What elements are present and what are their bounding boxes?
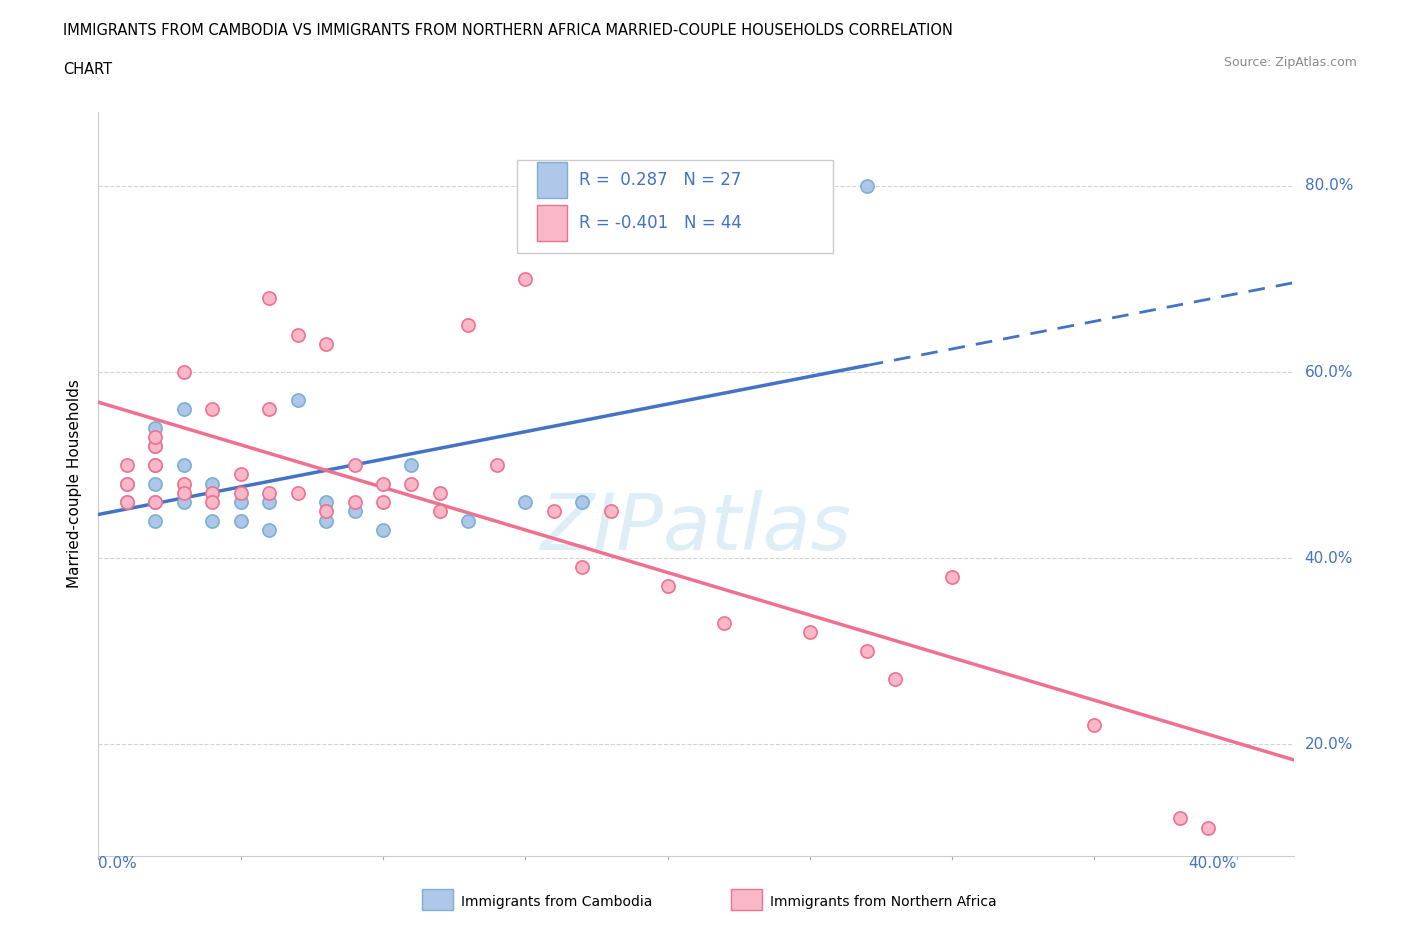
Point <box>941 569 963 584</box>
Point <box>143 495 166 510</box>
Text: 80.0%: 80.0% <box>1305 179 1353 193</box>
Text: Source: ZipAtlas.com: Source: ZipAtlas.com <box>1223 56 1357 69</box>
Text: CHART: CHART <box>63 62 112 77</box>
Point <box>173 495 195 510</box>
Point <box>485 458 508 472</box>
Point <box>115 476 138 491</box>
Point <box>115 458 138 472</box>
Text: 40.0%: 40.0% <box>1188 856 1237 870</box>
Point <box>143 420 166 435</box>
Point <box>713 616 735 631</box>
Point <box>371 476 394 491</box>
Point <box>429 485 451 500</box>
Point <box>115 495 138 510</box>
Point <box>201 495 224 510</box>
Point <box>657 578 679 593</box>
Point <box>115 476 138 491</box>
Point <box>173 485 195 500</box>
Point <box>855 644 877 658</box>
Point <box>315 337 337 352</box>
Bar <box>537 162 567 198</box>
Text: ZIPatlas: ZIPatlas <box>540 490 852 566</box>
Point <box>143 439 166 454</box>
Point <box>315 504 337 519</box>
Point <box>201 513 224 528</box>
Point <box>173 365 195 379</box>
Point <box>343 504 366 519</box>
Point <box>315 513 337 528</box>
Point <box>173 458 195 472</box>
Text: Immigrants from Cambodia: Immigrants from Cambodia <box>461 895 652 910</box>
Point <box>543 504 565 519</box>
Point <box>343 495 366 510</box>
Point <box>287 485 309 500</box>
Point <box>201 402 224 417</box>
Text: Immigrants from Northern Africa: Immigrants from Northern Africa <box>770 895 997 910</box>
Point <box>257 495 280 510</box>
Point <box>571 495 593 510</box>
Point <box>201 476 224 491</box>
Y-axis label: Married-couple Households: Married-couple Households <box>67 379 83 588</box>
Text: 40.0%: 40.0% <box>1305 551 1353 565</box>
Point <box>201 485 224 500</box>
Point <box>799 625 821 640</box>
Point <box>229 467 252 482</box>
Point <box>229 495 252 510</box>
Point <box>143 513 166 528</box>
Point <box>855 179 877 193</box>
Point <box>287 392 309 407</box>
Point <box>229 513 252 528</box>
Point <box>257 290 280 305</box>
Point <box>371 523 394 538</box>
Point <box>884 671 907 686</box>
Point <box>143 476 166 491</box>
Point <box>287 327 309 342</box>
Point <box>401 476 423 491</box>
Text: 20.0%: 20.0% <box>1305 737 1353 751</box>
Text: 60.0%: 60.0% <box>1305 365 1353 379</box>
Point <box>1083 718 1105 733</box>
Point <box>173 402 195 417</box>
FancyBboxPatch shape <box>517 160 834 253</box>
Point <box>343 458 366 472</box>
Point <box>1197 820 1219 835</box>
Point <box>257 485 280 500</box>
Point <box>515 495 537 510</box>
Point <box>173 476 195 491</box>
Bar <box>537 205 567 241</box>
Point <box>143 439 166 454</box>
Point <box>515 272 537 286</box>
Point <box>143 458 166 472</box>
Point <box>401 458 423 472</box>
Text: R = -0.401   N = 44: R = -0.401 N = 44 <box>579 214 742 232</box>
Point <box>257 402 280 417</box>
Point <box>571 560 593 575</box>
Point <box>143 495 166 510</box>
Point <box>115 495 138 510</box>
Point <box>229 485 252 500</box>
Point <box>143 458 166 472</box>
Text: IMMIGRANTS FROM CAMBODIA VS IMMIGRANTS FROM NORTHERN AFRICA MARRIED-COUPLE HOUSE: IMMIGRANTS FROM CAMBODIA VS IMMIGRANTS F… <box>63 23 953 38</box>
Point <box>457 318 479 333</box>
Text: 0.0%: 0.0% <box>98 856 138 870</box>
Point <box>143 430 166 445</box>
Text: R =  0.287   N = 27: R = 0.287 N = 27 <box>579 171 741 189</box>
Point <box>429 504 451 519</box>
Point <box>257 523 280 538</box>
Point <box>599 504 621 519</box>
Point <box>457 513 479 528</box>
Point <box>1168 811 1191 826</box>
Point <box>371 495 394 510</box>
Point <box>315 495 337 510</box>
